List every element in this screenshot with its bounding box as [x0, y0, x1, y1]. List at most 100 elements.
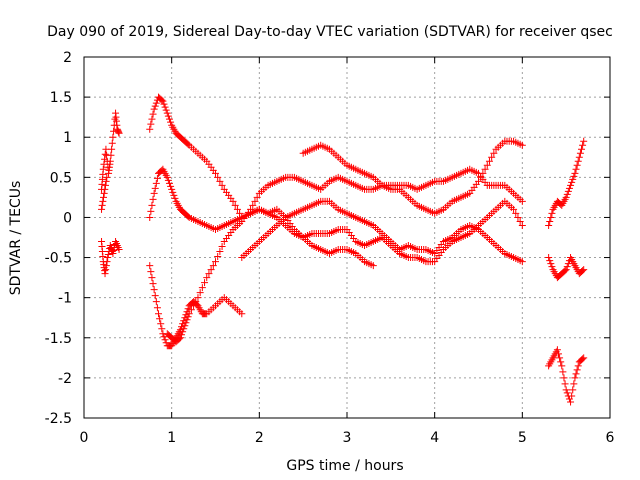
- data-point: [107, 151, 115, 159]
- data-point: [175, 335, 183, 343]
- data-point: [572, 165, 580, 173]
- data-point: [181, 322, 189, 330]
- data-point: [110, 247, 118, 255]
- data-point: [182, 319, 190, 327]
- data-point: [562, 266, 570, 274]
- data-point: [564, 187, 572, 195]
- data-point: [580, 137, 588, 145]
- data-point: [545, 221, 553, 229]
- data-point: [161, 336, 169, 344]
- data-point: [147, 207, 155, 215]
- data-point: [99, 165, 107, 173]
- data-point: [164, 176, 172, 184]
- data-point: [109, 133, 117, 141]
- data-point: [207, 266, 215, 274]
- series-early-left-c: [98, 173, 111, 213]
- data-point: [150, 189, 158, 197]
- data-point: [579, 355, 587, 363]
- data-point: [176, 334, 184, 342]
- data-point: [109, 250, 117, 258]
- series-early-left-a: [98, 109, 123, 193]
- data-point: [562, 386, 570, 394]
- data-point: [561, 380, 569, 388]
- data-point: [167, 118, 175, 126]
- data-point: [184, 140, 192, 148]
- data-point: [518, 221, 526, 229]
- data-point: [147, 268, 155, 276]
- series-hump-1: [238, 197, 526, 266]
- data-point: [574, 157, 582, 165]
- data-point: [557, 358, 565, 366]
- data-point: [488, 153, 496, 161]
- x-tick-label: 6: [606, 430, 615, 446]
- data-point: [554, 350, 562, 358]
- data-point: [201, 279, 209, 287]
- data-point: [101, 270, 109, 278]
- x-tick-label: 4: [430, 430, 439, 446]
- x-tick-label: 1: [167, 430, 176, 446]
- data-point: [163, 109, 171, 117]
- data-point: [214, 173, 222, 181]
- data-point: [151, 292, 159, 300]
- data-point: [100, 189, 108, 197]
- data-point: [238, 310, 246, 318]
- data-point: [183, 316, 191, 324]
- data-point: [546, 257, 554, 265]
- data-point: [151, 102, 159, 110]
- data-point: [156, 315, 164, 323]
- data-point: [563, 263, 571, 271]
- data-point: [249, 201, 257, 209]
- data-point: [108, 145, 116, 153]
- data-point: [152, 179, 160, 187]
- data-point: [100, 160, 108, 168]
- data-point: [576, 149, 584, 157]
- data-point: [212, 169, 219, 177]
- data-point: [218, 243, 226, 251]
- data-point: [115, 129, 123, 137]
- data-point: [561, 267, 569, 275]
- data-point: [548, 263, 556, 271]
- data-point: [556, 354, 564, 362]
- data-point: [560, 374, 568, 382]
- data-point: [568, 178, 576, 186]
- data-point: [146, 262, 154, 270]
- data-point: [565, 184, 573, 192]
- data-point: [157, 320, 165, 328]
- data-point: [100, 193, 108, 201]
- data-point: [115, 246, 123, 254]
- data-point: [229, 197, 237, 205]
- data-point: [512, 209, 520, 217]
- data-point: [98, 201, 106, 209]
- x-tick-label: 2: [255, 430, 264, 446]
- data-point: [516, 217, 524, 225]
- data-points: [98, 93, 588, 406]
- data-point: [146, 125, 154, 133]
- data-point: [160, 100, 168, 108]
- data-point: [190, 302, 198, 310]
- tick-labels: 0 1 2 3 4 5 6 -2.5 -2 -1.5 -1 -0.5 0 0.5 1 1.5 2: [45, 50, 615, 446]
- data-point: [153, 304, 161, 312]
- data-point: [578, 145, 586, 153]
- data-point: [192, 298, 200, 306]
- data-point: [162, 106, 170, 114]
- data-point: [149, 195, 157, 203]
- data-point: [553, 346, 561, 354]
- y-tick-label: 1: [63, 130, 72, 146]
- data-point: [547, 213, 555, 221]
- data-point: [563, 389, 571, 397]
- data-point: [152, 298, 160, 306]
- data-point: [579, 267, 587, 275]
- data-point: [163, 173, 171, 181]
- data-point: [574, 362, 582, 370]
- data-point: [148, 115, 156, 123]
- y-tick-label: -2.5: [45, 411, 72, 427]
- data-point: [205, 270, 213, 278]
- data-point: [151, 184, 159, 192]
- data-point: [198, 284, 206, 292]
- data-point: [146, 213, 154, 221]
- y-tick-label: -2: [58, 371, 72, 387]
- y-tick-label: 0.5: [50, 170, 72, 186]
- data-point: [573, 161, 581, 169]
- data-point: [152, 99, 160, 107]
